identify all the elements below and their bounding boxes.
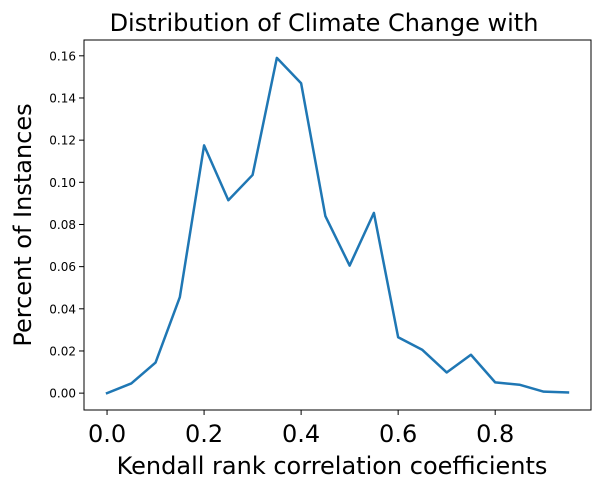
series-group xyxy=(105,56,570,395)
y-tick-label: 0.10 xyxy=(49,176,76,190)
y-tick-label: 0.02 xyxy=(49,344,76,358)
y-tick-label: 0.16 xyxy=(49,49,76,63)
x-axis-label: Kendall rank correlation coefficients xyxy=(117,452,548,480)
plot-area xyxy=(84,40,591,410)
y-tick-label: 0.08 xyxy=(49,218,76,232)
y-tick-label: 0.12 xyxy=(49,134,76,148)
x-tick-label: 0.6 xyxy=(379,420,417,448)
x-tick-label: 0.2 xyxy=(185,420,223,448)
x-tick-label: 0.0 xyxy=(88,420,126,448)
x-axis-ticks: 0.0 0.2 0.4 0.6 0.8 xyxy=(88,410,514,448)
plot-frame xyxy=(83,39,592,411)
y-tick-label: 0.00 xyxy=(49,387,76,401)
y-tick-label: 0.06 xyxy=(49,260,76,274)
y-axis-label: Percent of Instances xyxy=(9,103,37,346)
series-line xyxy=(105,56,570,395)
x-tick-label: 0.4 xyxy=(282,420,320,448)
y-axis-ticks: 0.00 0.02 0.04 0.06 0.08 0.10 0.12 0.14 0.16 xyxy=(49,49,84,401)
chart-title: Distribution of Climate Change with xyxy=(110,9,539,37)
x-tick-label: 0.8 xyxy=(476,420,514,448)
y-tick-label: 0.04 xyxy=(49,302,76,316)
y-tick-label: 0.14 xyxy=(49,91,76,105)
